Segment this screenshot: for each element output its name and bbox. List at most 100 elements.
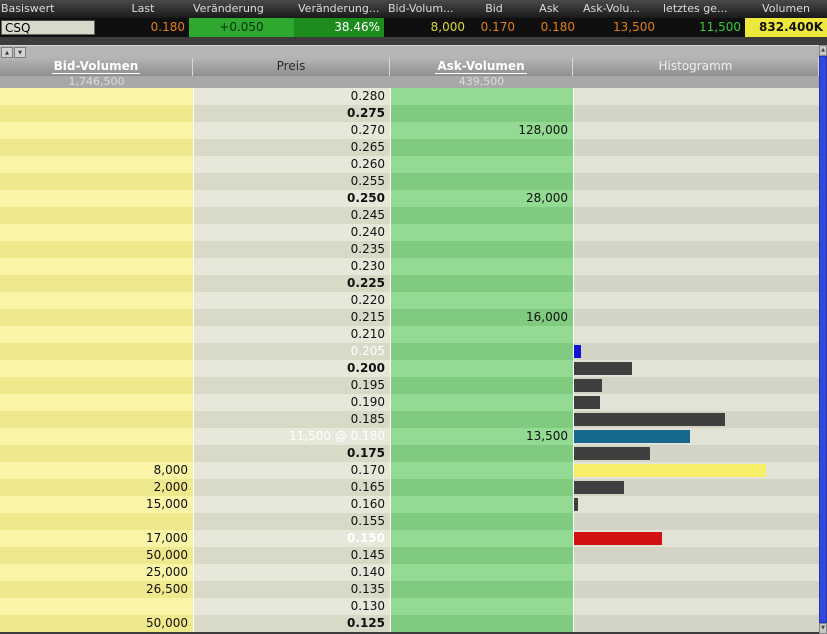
bid-volume-cell[interactable] (0, 173, 193, 190)
price-cell[interactable]: 0.135 (193, 581, 390, 598)
price-cell[interactable]: 0.190 (193, 394, 390, 411)
bid-volume-cell[interactable] (0, 394, 193, 411)
ask-volume-cell[interactable] (390, 377, 573, 394)
ask-volume-cell[interactable] (390, 394, 573, 411)
ladder-header-bid-volume[interactable]: Bid-Volumen (0, 58, 193, 76)
price-cell[interactable]: 0.140 (193, 564, 390, 581)
bid-volume-cell[interactable]: 25,000 (0, 564, 193, 581)
bid-volume-cell[interactable]: 15,000 (0, 496, 193, 513)
price-cell[interactable]: 0.215 (193, 309, 390, 326)
bid-volume-cell[interactable] (0, 105, 193, 122)
ask-volume-cell[interactable]: 16,000 (390, 309, 573, 326)
ask-volume-cell[interactable] (390, 258, 573, 275)
bid-volume-cell[interactable] (0, 190, 193, 207)
ask-volume-cell[interactable] (390, 173, 573, 190)
price-cell[interactable]: 0.255 (193, 173, 390, 190)
ask-volume-cell[interactable] (390, 615, 573, 632)
bid-volume-cell[interactable] (0, 275, 193, 292)
ask-volume-cell[interactable] (390, 224, 573, 241)
ask-volume-cell[interactable] (390, 479, 573, 496)
price-cell[interactable]: 0.160 (193, 496, 390, 513)
ask-volume-cell[interactable] (390, 292, 573, 309)
bid-volume-cell[interactable] (0, 156, 193, 173)
symbol-input[interactable]: CSQ (1, 20, 95, 35)
price-cell[interactable]: 0.230 (193, 258, 390, 275)
price-cell[interactable]: 0.235 (193, 241, 390, 258)
ask-volume-cell[interactable] (390, 360, 573, 377)
ask-volume-cell[interactable]: 28,000 (390, 190, 573, 207)
price-cell[interactable]: 0.240 (193, 224, 390, 241)
scrollbar-thumb[interactable] (819, 56, 827, 623)
ask-volume-cell[interactable] (390, 581, 573, 598)
ask-volume-cell[interactable] (390, 139, 573, 156)
bid-volume-cell[interactable] (0, 241, 193, 258)
ask-volume-cell[interactable] (390, 343, 573, 360)
price-cell[interactable]: 0.185 (193, 411, 390, 428)
bid-volume-cell[interactable] (0, 411, 193, 428)
bid-volume-cell[interactable] (0, 139, 193, 156)
ask-volume-cell[interactable]: 13,500 (390, 428, 573, 445)
price-cell[interactable]: 0.175 (193, 445, 390, 462)
bid-volume-cell[interactable] (0, 360, 193, 377)
price-cell[interactable]: 0.275 (193, 105, 390, 122)
price-cell[interactable]: 0.265 (193, 139, 390, 156)
price-cell[interactable]: 0.270 (193, 122, 390, 139)
ask-volume-cell[interactable] (390, 241, 573, 258)
ask-volume-cell[interactable] (390, 547, 573, 564)
ask-volume-cell[interactable] (390, 496, 573, 513)
ask-volume-cell[interactable] (390, 88, 573, 105)
bid-volume-cell[interactable] (0, 428, 193, 445)
bid-volume-cell[interactable] (0, 88, 193, 105)
ladder-header-ask-volume[interactable]: Ask-Volumen (390, 58, 573, 76)
ask-volume-cell[interactable] (390, 275, 573, 292)
price-cell[interactable]: 0.170 (193, 462, 390, 479)
bid-volume-cell[interactable] (0, 377, 193, 394)
bid-volume-cell[interactable] (0, 309, 193, 326)
bid-volume-cell[interactable] (0, 326, 193, 343)
vertical-scrollbar[interactable]: ▲ ▼ (819, 45, 827, 634)
ask-volume-cell[interactable] (390, 105, 573, 122)
ask-volume-cell[interactable] (390, 445, 573, 462)
price-cell[interactable]: 0.155 (193, 513, 390, 530)
bid-volume-cell[interactable] (0, 258, 193, 275)
price-cell[interactable]: 0.130 (193, 598, 390, 615)
bid-volume-cell[interactable]: 26,500 (0, 581, 193, 598)
ladder-scroll-up-button[interactable]: ▲ (1, 47, 13, 58)
price-cell[interactable]: 0.220 (193, 292, 390, 309)
ladder-header-histogram[interactable]: Histogramm (573, 58, 819, 76)
price-cell[interactable]: 11,500 @ 0.180 (193, 428, 390, 445)
ask-volume-cell[interactable] (390, 513, 573, 530)
ladder-header-price[interactable]: Preis (193, 58, 390, 76)
ask-volume-cell[interactable] (390, 156, 573, 173)
bid-volume-cell[interactable]: 50,000 (0, 615, 193, 632)
bid-volume-cell[interactable]: 50,000 (0, 547, 193, 564)
bid-volume-cell[interactable] (0, 598, 193, 615)
price-cell[interactable]: 0.280 (193, 88, 390, 105)
ask-volume-cell[interactable] (390, 598, 573, 615)
price-cell[interactable]: 0.245 (193, 207, 390, 224)
ask-volume-cell[interactable]: 128,000 (390, 122, 573, 139)
ask-volume-cell[interactable] (390, 462, 573, 479)
price-cell[interactable]: 0.200 (193, 360, 390, 377)
price-cell[interactable]: 0.150 (193, 530, 390, 547)
bid-volume-cell[interactable] (0, 224, 193, 241)
price-cell[interactable]: 0.260 (193, 156, 390, 173)
bid-volume-cell[interactable] (0, 445, 193, 462)
bid-volume-cell[interactable]: 2,000 (0, 479, 193, 496)
price-cell[interactable]: 0.165 (193, 479, 390, 496)
ask-volume-cell[interactable] (390, 530, 573, 547)
price-cell[interactable]: 0.195 (193, 377, 390, 394)
ask-volume-cell[interactable] (390, 326, 573, 343)
bid-volume-cell[interactable] (0, 343, 193, 360)
price-cell[interactable]: 0.210 (193, 326, 390, 343)
ladder-scroll-down-button[interactable]: ▼ (14, 47, 26, 58)
scrollbar-up-button[interactable]: ▲ (819, 45, 827, 56)
scrollbar-down-button[interactable]: ▼ (819, 623, 827, 634)
ask-volume-cell[interactable] (390, 564, 573, 581)
price-cell[interactable]: 0.225 (193, 275, 390, 292)
bid-volume-cell[interactable]: 17,000 (0, 530, 193, 547)
bid-volume-cell[interactable] (0, 292, 193, 309)
bid-volume-cell[interactable] (0, 122, 193, 139)
bid-volume-cell[interactable] (0, 207, 193, 224)
ask-volume-cell[interactable] (390, 411, 573, 428)
